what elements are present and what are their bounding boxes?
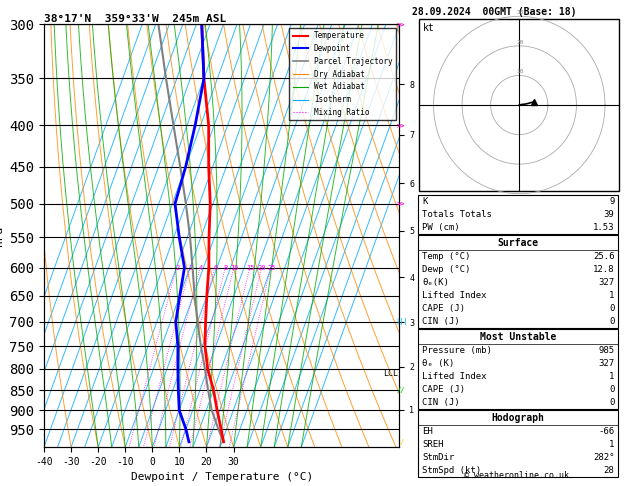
Text: Temp (°C): Temp (°C) [422, 252, 470, 261]
Text: 15: 15 [246, 265, 255, 271]
Text: >>: >> [397, 122, 406, 128]
Text: 0: 0 [609, 317, 615, 326]
Text: LCL: LCL [384, 368, 399, 378]
Legend: Temperature, Dewpoint, Parcel Trajectory, Dry Adiabat, Wet Adiabat, Isotherm, Mi: Temperature, Dewpoint, Parcel Trajectory… [289, 28, 396, 120]
Text: θₑ(K): θₑ(K) [422, 278, 449, 287]
Text: 39: 39 [604, 210, 615, 219]
Text: >>: >> [397, 201, 406, 207]
Text: Totals Totals: Totals Totals [422, 210, 492, 219]
Text: PW (cm): PW (cm) [422, 223, 460, 232]
Text: 9: 9 [609, 197, 615, 206]
Text: Dewp (°C): Dewp (°C) [422, 265, 470, 274]
Text: 8: 8 [224, 265, 228, 271]
Text: 20: 20 [516, 40, 524, 45]
Text: EH: EH [422, 427, 433, 436]
Text: Lifted Index: Lifted Index [422, 372, 487, 381]
Text: 1: 1 [609, 372, 615, 381]
Bar [418, 329, 618, 409]
Text: 327: 327 [598, 359, 615, 368]
Y-axis label: km
ASL: km ASL [425, 236, 442, 257]
Text: 28: 28 [604, 466, 615, 475]
Text: CAPE (J): CAPE (J) [422, 304, 465, 313]
Text: 282°: 282° [593, 453, 615, 462]
Text: kt: kt [423, 23, 435, 33]
Text: Hodograph: Hodograph [492, 413, 545, 422]
Text: CAPE (J): CAPE (J) [422, 385, 465, 394]
Text: 0: 0 [609, 385, 615, 394]
Text: 0: 0 [609, 398, 615, 407]
Text: CIN (J): CIN (J) [422, 317, 460, 326]
Text: //: // [397, 387, 406, 393]
Bar [418, 410, 618, 477]
Text: K: K [422, 197, 428, 206]
Text: StmSpd (kt): StmSpd (kt) [422, 466, 481, 475]
Text: © weatheronline.co.uk: © weatheronline.co.uk [464, 471, 569, 480]
Text: Lifted Index: Lifted Index [422, 291, 487, 300]
Text: 1: 1 [609, 440, 615, 449]
Text: 1.53: 1.53 [593, 223, 615, 232]
Text: CIN (J): CIN (J) [422, 398, 460, 407]
Text: -66: -66 [598, 427, 615, 436]
Y-axis label: hPa: hPa [0, 226, 4, 246]
Bar [418, 195, 618, 234]
Text: 30: 30 [516, 10, 524, 15]
Text: 25: 25 [267, 265, 276, 271]
Bar [418, 235, 618, 328]
Text: 25.6: 25.6 [593, 252, 615, 261]
Text: Surface: Surface [498, 238, 539, 247]
Text: θₑ (K): θₑ (K) [422, 359, 454, 368]
Text: SREH: SREH [422, 440, 443, 449]
Text: 0: 0 [609, 304, 615, 313]
Bar [419, 19, 620, 191]
Text: Pressure (mb): Pressure (mb) [422, 346, 492, 355]
Text: 2: 2 [175, 265, 179, 271]
Text: StmDir: StmDir [422, 453, 454, 462]
Text: 6: 6 [213, 265, 218, 271]
Text: Most Unstable: Most Unstable [480, 331, 557, 342]
Text: 38°17'N  359°33'W  245m ASL: 38°17'N 359°33'W 245m ASL [44, 14, 226, 23]
Text: 12.8: 12.8 [593, 265, 615, 274]
Text: 10: 10 [516, 69, 524, 74]
Text: 1: 1 [609, 291, 615, 300]
Text: 28.09.2024  00GMT (Base: 18): 28.09.2024 00GMT (Base: 18) [413, 7, 577, 17]
Text: 10: 10 [230, 265, 239, 271]
Text: 3: 3 [189, 265, 193, 271]
Text: |||: ||| [395, 318, 408, 325]
Text: 985: 985 [598, 346, 615, 355]
Text: /: / [399, 439, 403, 445]
Text: 20: 20 [258, 265, 267, 271]
Text: >>: >> [397, 21, 406, 27]
Text: 4: 4 [199, 265, 203, 271]
X-axis label: Dewpoint / Temperature (°C): Dewpoint / Temperature (°C) [131, 472, 313, 483]
Text: 327: 327 [598, 278, 615, 287]
